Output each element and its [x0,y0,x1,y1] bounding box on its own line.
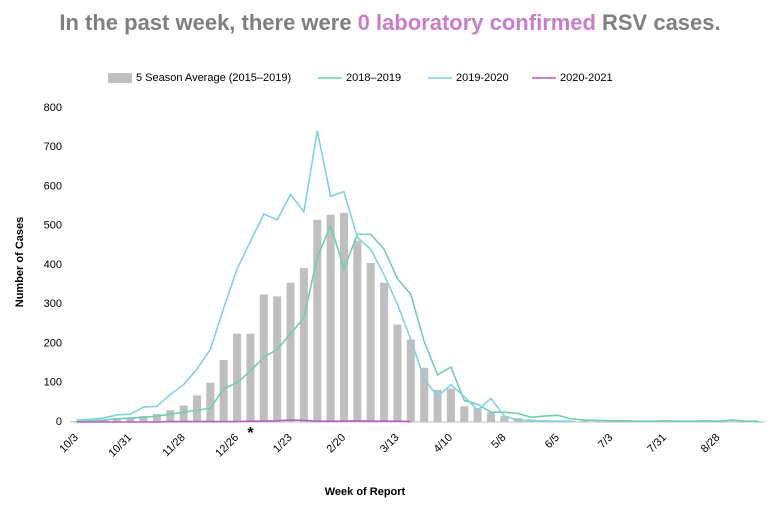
bar [179,405,188,422]
title-part: RSV cases. [602,10,721,35]
bar [246,333,255,422]
legend-label: 5 Season Average (2015–2019) [136,72,291,84]
bar [152,414,161,422]
bar [473,408,482,422]
x-tick-label: 11/28 [160,432,187,459]
x-tick-label: 6/5 [543,432,562,451]
bar [406,339,415,422]
bar [567,420,576,422]
line [76,419,411,423]
bar [206,382,215,422]
x-tick-label: 7/31 [645,432,669,456]
bar [99,420,108,422]
bar [420,367,429,422]
legend-swatch [108,73,132,83]
x-tick-label: 7/3 [596,432,615,451]
x-tick-label: 2/20 [325,432,349,456]
x-tick-label: 10/31 [106,432,134,460]
x-tick-label: 8/28 [699,432,723,456]
y-tick-label: 400 [44,259,62,271]
bar [126,418,135,422]
y-tick-label: 700 [44,141,62,153]
line [76,223,759,423]
y-tick-label: 300 [44,298,62,310]
y-tick-label: 800 [44,102,62,114]
legend-label: 2020-2021 [560,72,613,84]
bar [112,418,121,422]
bar [380,282,389,422]
bar [460,406,469,422]
bar [326,214,335,422]
line [76,130,572,423]
y-tick-label: 0 [56,416,62,428]
bar [192,395,201,422]
bar [286,282,295,422]
title-part: In the past week, there were [59,10,351,35]
bar [366,263,375,422]
x-axis-title: Week of Report [325,486,406,498]
x-tick-label: 3/13 [378,432,402,456]
legend-label: 2018–2019 [346,72,401,84]
bar [433,389,442,422]
bar [299,268,308,422]
bar [393,324,402,422]
bar [339,212,348,422]
bar [139,416,148,422]
title-part: 0 laboratory confirmed [358,10,596,35]
bar [580,420,589,422]
y-tick-label: 500 [44,220,62,232]
bar [233,333,242,422]
bar [219,359,228,422]
bar [313,219,322,422]
x-tick-label: 10/3 [57,432,81,456]
y-axis-title: Number of Cases [14,217,26,307]
bar [500,416,509,422]
legend-label: 2019-2020 [456,72,509,84]
x-tick-label: 4/10 [431,432,455,456]
y-tick-label: 200 [44,337,62,349]
x-tick-label: 12/26 [213,432,241,460]
y-tick-label: 600 [44,180,62,192]
x-tick-label: 5/8 [489,432,508,451]
bar [446,388,455,422]
chart-title: In the past week, there were 0 laboratory… [59,10,720,35]
bar [166,410,175,422]
x-tick-label: 1/23 [271,432,295,456]
bar [353,240,362,422]
bar [273,296,282,422]
y-tick-label: 100 [44,377,62,389]
annotation: * [247,425,254,442]
bar [487,412,496,422]
